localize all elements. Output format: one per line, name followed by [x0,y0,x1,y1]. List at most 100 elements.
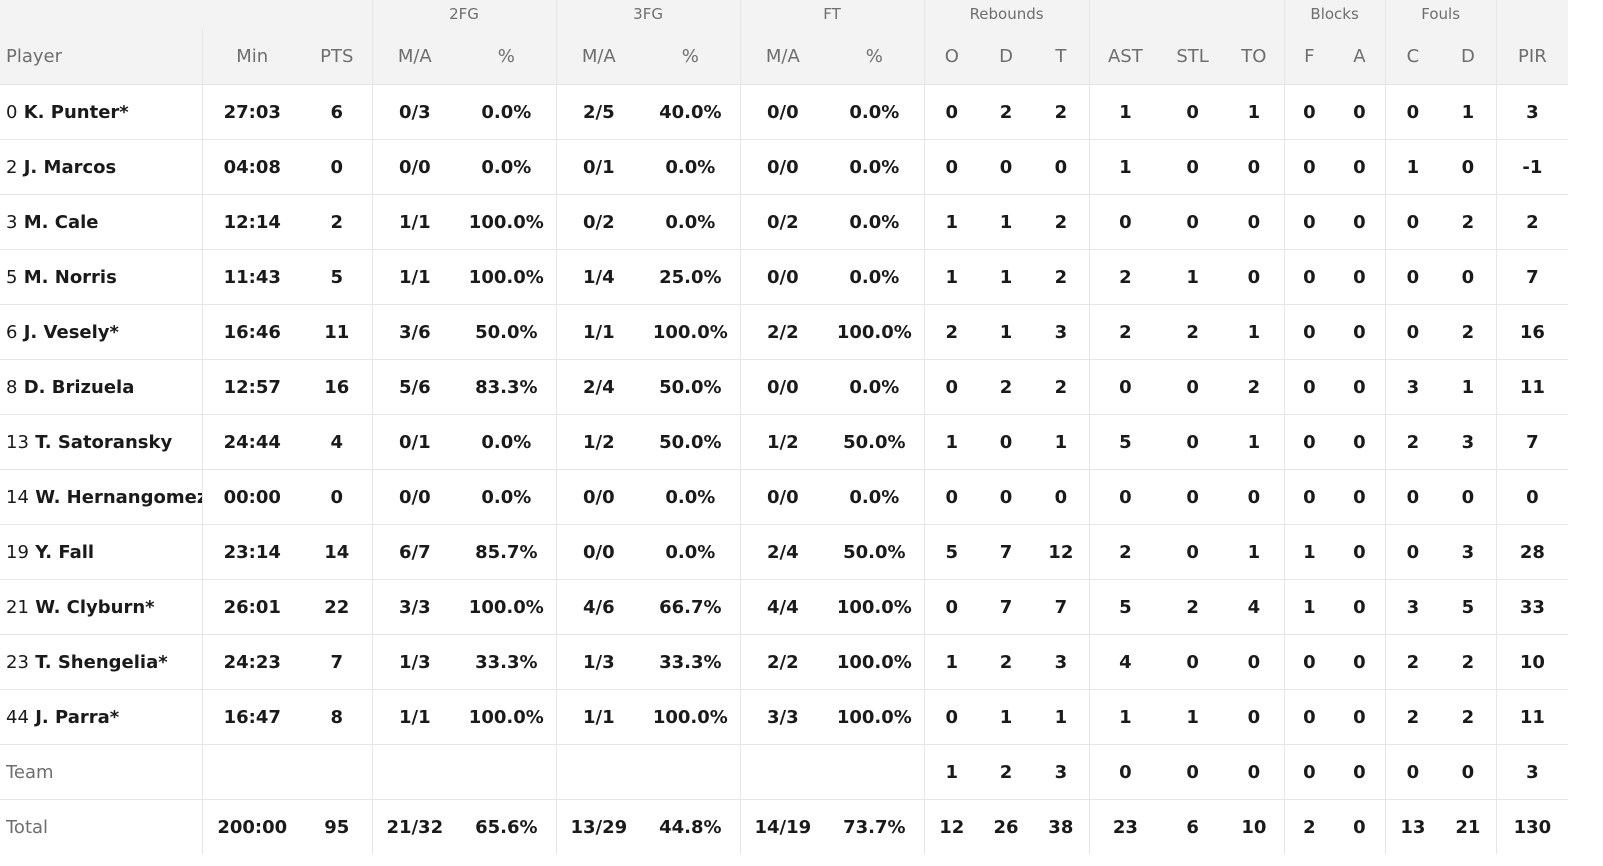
stat-fg2-ma: 1/1 [371,249,458,305]
stat-fg2-ma: 6/7 [371,524,458,580]
total-stat-blk-a: 0 [1353,816,1366,838]
stat-fg3-ma: 0/0 [555,469,642,525]
stat-ft-pct: 100.0% [825,579,925,635]
player-name-link[interactable]: J. Vesely* [23,321,119,343]
player-name-link[interactable]: J. Marcos [23,156,117,178]
stat-reb-t: 2 [1033,359,1090,415]
header-reb-t[interactable]: T [1033,28,1090,85]
stat-min: 16:47 [201,689,302,745]
stat-ast: 0 [1088,359,1162,415]
player-name-link[interactable]: M. Cale [23,211,99,233]
player-cell: 5 M. Norris [0,249,202,305]
header-ast[interactable]: AST [1088,28,1162,85]
player-name-link[interactable]: T. Shengelia* [35,651,168,673]
player-name-link[interactable]: K. Punter* [23,101,129,123]
stat-foul-d: 1 [1440,359,1497,415]
group-pir [1495,0,1569,28]
stat-to: 1 [1224,304,1285,360]
stat-foul-c: 3 [1384,579,1441,635]
header-2fg-pct[interactable]: % [457,28,557,85]
stat-ft-pct: 0.0% [825,359,925,415]
stat-ast: 1 [1088,84,1162,140]
stat-fg3-ma: 1/3 [555,634,642,690]
team-stat-fg3-pct [641,744,741,800]
header-3fg-ma[interactable]: M/A [555,28,642,85]
stat-foul-c: 0 [1384,84,1441,140]
stat-fg2-pct: 33.3% [457,634,557,690]
player-row: 8 D. Brizuela 12:57 16 5/6 83.3% 2/4 50.0% 0/0 0… [0,359,1569,415]
stat-reb-t: 7 [1033,579,1090,635]
stat-stl: 2 [1161,304,1225,360]
group-fouls: Fouls [1384,0,1497,28]
header-stl[interactable]: STL [1161,28,1225,85]
total-stat-reb-o: 12 [923,799,980,854]
stat-foul-d: 3 [1440,524,1497,580]
header-blk-f[interactable]: F [1283,28,1335,85]
player-number: 44 [6,706,29,728]
stat-ft-pct: 0.0% [825,249,925,305]
stat-blk-f: 1 [1283,579,1335,635]
stat-fg3-ma: 1/1 [555,689,642,745]
player-cell: 8 D. Brizuela [0,359,202,415]
stat-stl: 0 [1161,469,1225,525]
stat-reb-t: 2 [1033,249,1090,305]
player-number: 13 [6,431,29,453]
stat-fg2-pct: 100.0% [457,579,557,635]
team-stat-blk-f: 0 [1283,744,1335,800]
stat-to: 0 [1224,469,1285,525]
stat-fg3-pct: 50.0% [641,414,741,470]
player-cell: 44 J. Parra* [0,689,202,745]
player-number: 8 [6,376,18,398]
stat-ft-pct: 0.0% [825,84,925,140]
header-min[interactable]: Min [201,28,302,85]
header-reb-d[interactable]: D [979,28,1034,85]
player-number: 21 [6,596,29,618]
stat-pir: 3 [1495,84,1569,140]
team-stat-reb-t: 3 [1033,744,1090,800]
player-name-link[interactable]: T. Satoransky [35,431,173,453]
header-2fg-ma[interactable]: M/A [371,28,458,85]
stat-fg2-pct: 83.3% [457,359,557,415]
stat-to: 0 [1224,139,1285,195]
player-name-link[interactable]: W. Clyburn* [35,596,155,618]
header-3fg-pct[interactable]: % [641,28,741,85]
header-pts[interactable]: PTS [302,28,373,85]
player-name-link[interactable]: D. Brizuela [23,376,135,398]
total-stat-ft-ma: 14/19 [739,799,826,854]
stat-pts: 22 [302,579,373,635]
stat-ft-ma: 0/0 [739,84,826,140]
header-blk-a[interactable]: A [1334,28,1386,85]
player-row: 14 W. Hernangomez 00:00 0 0/0 0.0% 0/0 0.0% 0/0… [0,469,1569,525]
stat-pts: 14 [302,524,373,580]
stat-ast: 0 [1088,194,1162,250]
stat-stl: 0 [1161,194,1225,250]
team-stat-to: 0 [1224,744,1285,800]
player-name-link[interactable]: M. Norris [23,266,117,288]
player-name-link[interactable]: Y. Fall [35,541,95,563]
stat-reb-o: 1 [923,194,980,250]
stat-pir: 28 [1495,524,1569,580]
stat-pir: -1 [1495,139,1569,195]
header-ft-ma[interactable]: M/A [739,28,826,85]
player-name-link[interactable]: W. Hernangomez [35,486,202,508]
total-stat-min: 200:00 [201,799,302,854]
header-ft-pct[interactable]: % [825,28,925,85]
header-player[interactable]: Player [0,28,202,85]
stat-ft-pct: 0.0% [825,194,925,250]
stat-stl: 1 [1161,249,1225,305]
header-foul-d[interactable]: D [1440,28,1497,85]
stat-blk-a: 0 [1334,689,1386,745]
stat-pts: 2 [302,194,373,250]
header-pir[interactable]: PIR [1495,28,1569,85]
header-reb-o[interactable]: O [923,28,980,85]
header-to[interactable]: TO [1224,28,1285,85]
header-foul-c[interactable]: C [1384,28,1441,85]
stat-reb-d: 2 [979,634,1034,690]
stat-fg3-pct: 66.7% [641,579,741,635]
player-row: 13 T. Satoransky 24:44 4 0/1 0.0% 1/2 50.0% 1/2… [0,414,1569,470]
team-stat-stl: 0 [1161,744,1225,800]
stat-blk-a: 0 [1334,414,1386,470]
stat-pir: 0 [1495,469,1569,525]
player-name-link[interactable]: J. Parra* [35,706,120,728]
stat-fg3-pct: 0.0% [641,524,741,580]
